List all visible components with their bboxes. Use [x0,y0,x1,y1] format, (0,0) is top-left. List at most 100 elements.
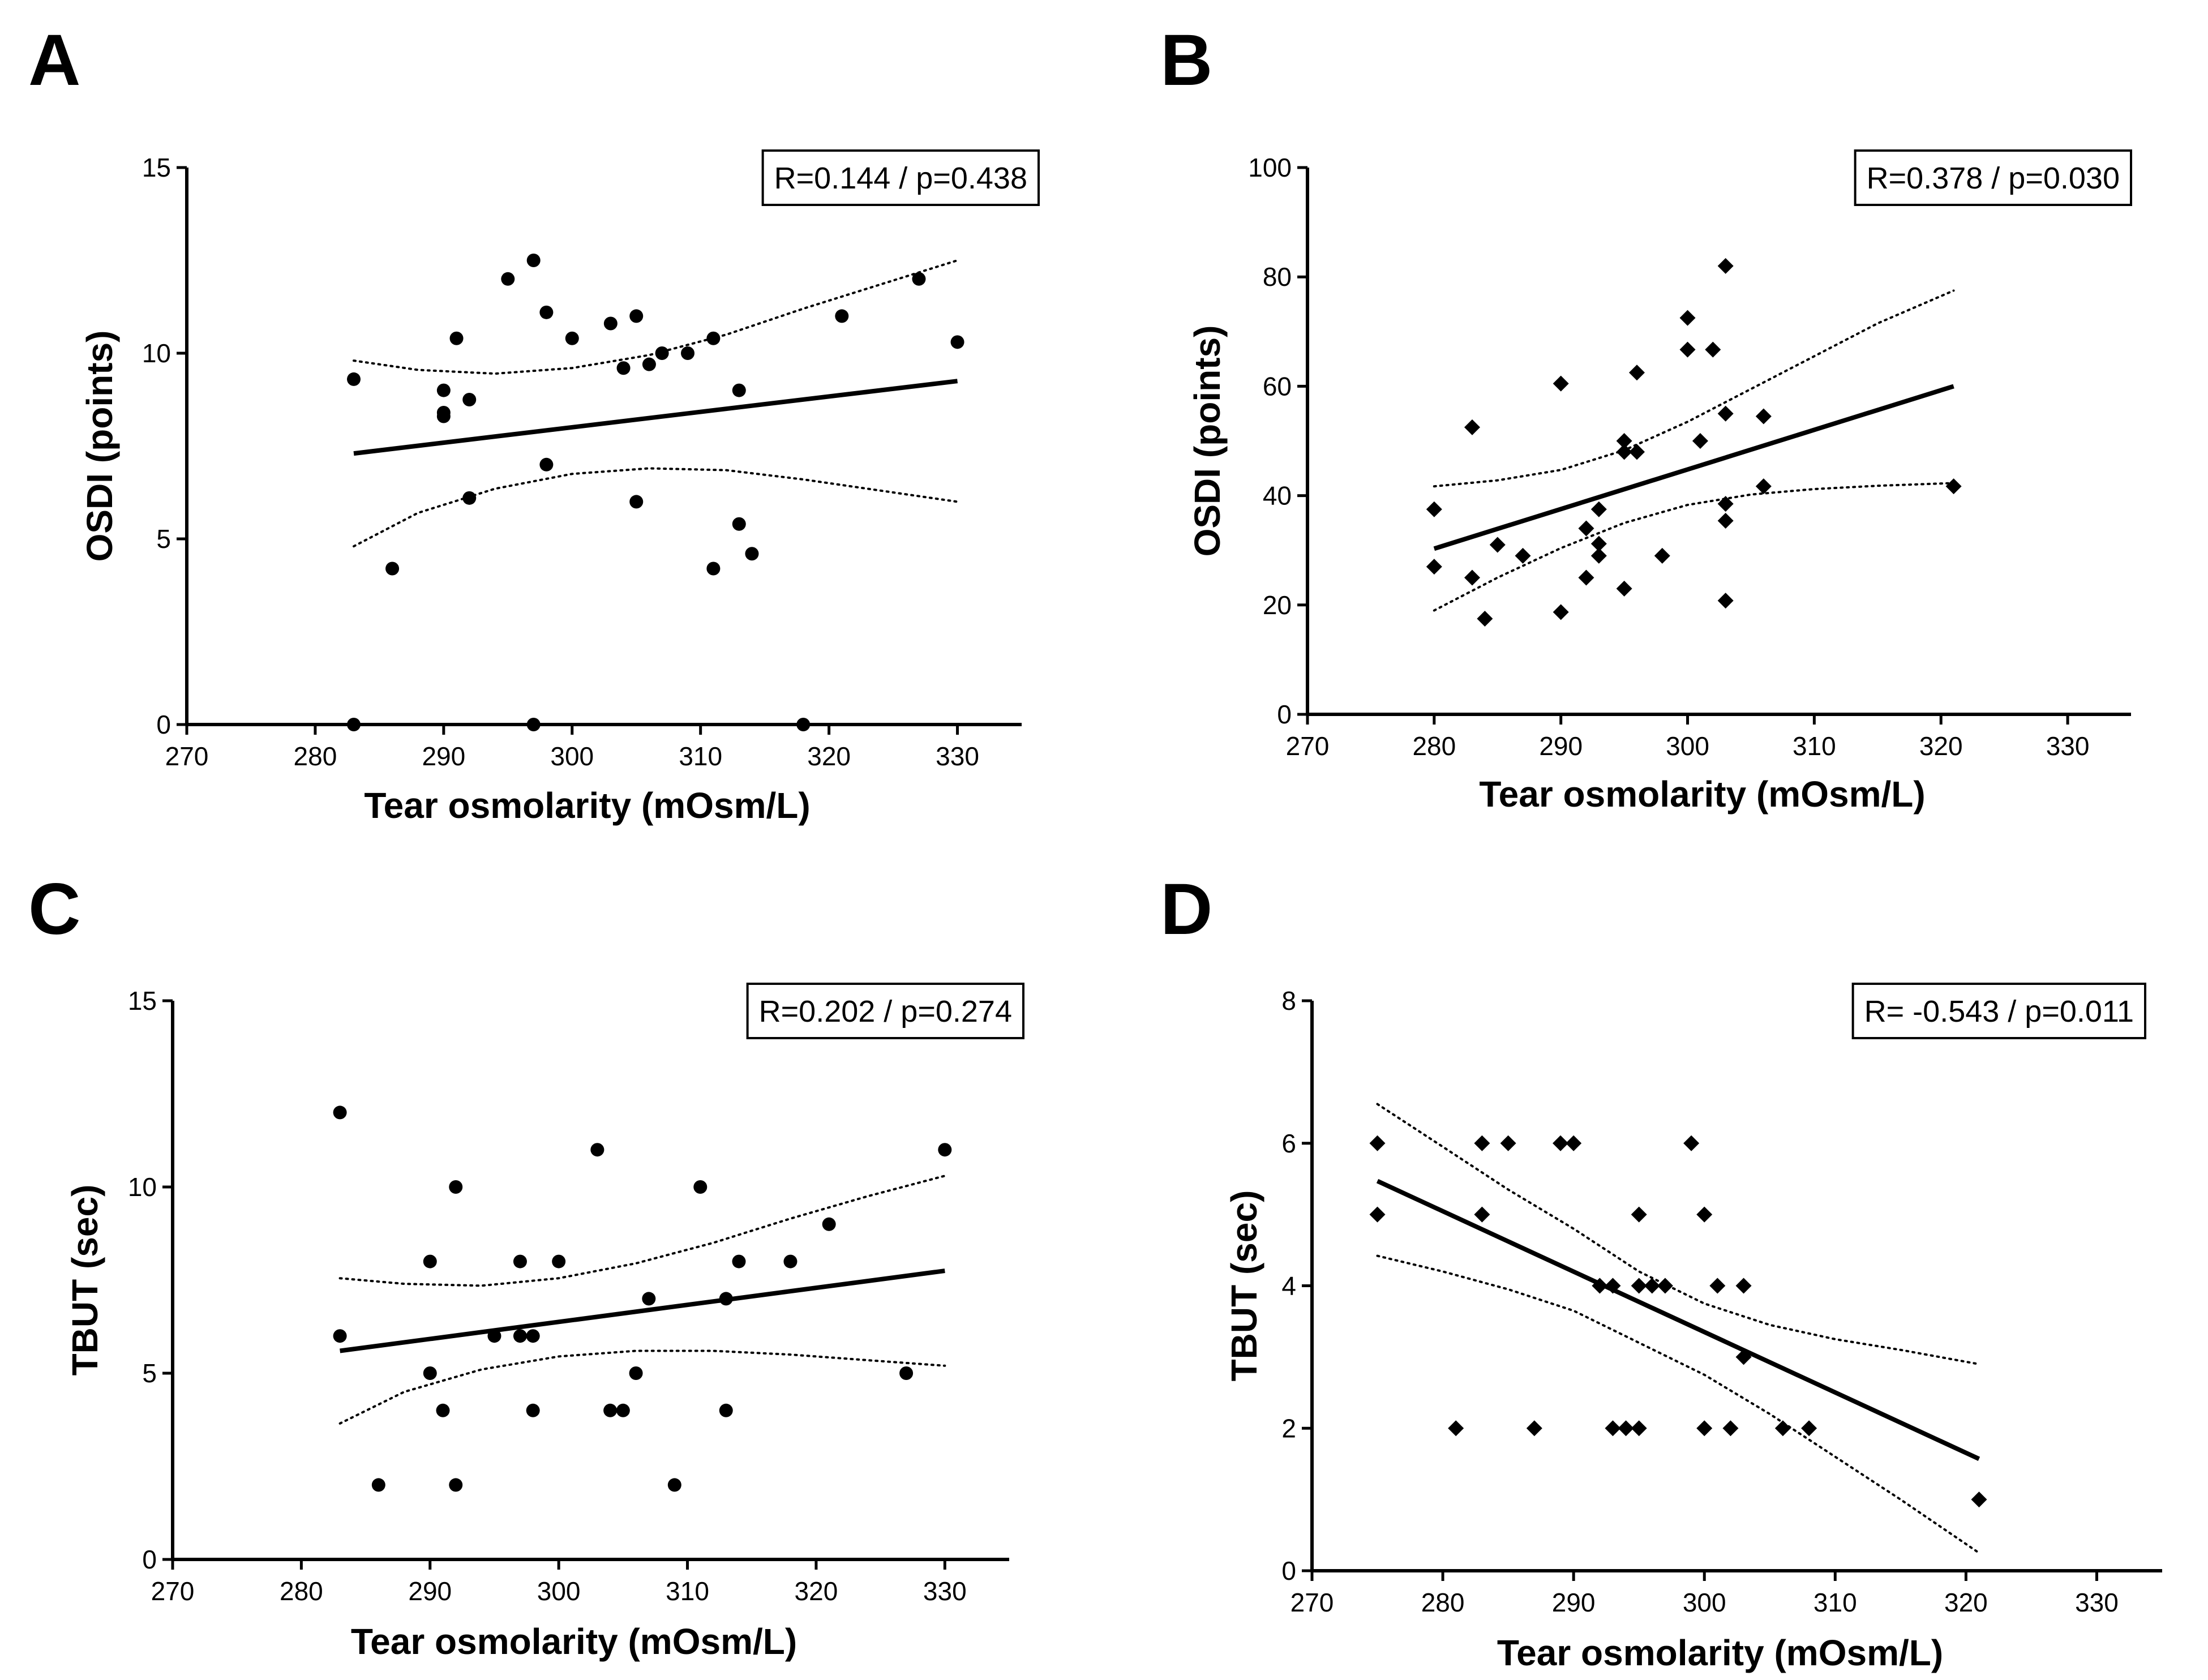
data-point [1464,569,1480,586]
y-tick-label: 80 [1263,262,1292,292]
regression-line [1433,384,1954,551]
data-point [1683,1135,1700,1151]
data-point [706,562,721,576]
y-axis-title: TBUT (sec) [65,1185,105,1376]
regression-line [340,1268,945,1353]
data-point [1605,1420,1621,1437]
data-point [371,1478,385,1492]
data-point [1735,1349,1752,1365]
data-point [899,1366,914,1380]
data-point [938,1143,952,1157]
x-tick-label: 320 [1919,731,1963,761]
data-point [423,1366,437,1380]
data-point [732,1254,746,1268]
x-tick-label: 280 [294,742,337,771]
data-point [333,1329,347,1343]
data-point [1774,1420,1791,1437]
data-point [1464,419,1480,435]
data-point [950,335,964,349]
x-axis-title: Tear osmolarity (mOsm/L) [351,1621,797,1662]
data-point [1722,1420,1739,1437]
data-point [1474,1206,1490,1223]
data-point [526,1329,540,1343]
data-point [1477,610,1493,627]
data-point [552,1254,566,1268]
y-tick-label: 0 [1277,700,1292,729]
data-point [1717,513,1734,529]
data-point [449,331,464,345]
data-point [565,331,579,345]
panel-b: B 270 280 290 300 310 320 330 0 20 40 60 80 100 Tear o… [1160,20,2132,815]
y-tick-label: 5 [156,524,171,554]
data-point [1553,1135,1569,1151]
data-point [667,1478,681,1492]
data-point [1735,1278,1752,1294]
data-point [1801,1420,1817,1437]
data-point [1474,1135,1490,1151]
ci-lower-line [338,1349,946,1425]
data-point [1945,478,1962,495]
data-point [603,316,618,331]
panel-letter: B [1160,20,1212,101]
data-point [655,346,669,360]
data-point [1631,1420,1647,1437]
data-point [629,495,644,509]
x-tick-label: 280 [1421,1588,1465,1617]
data-point [1696,1420,1713,1437]
data-point [912,272,926,286]
data-point [1717,496,1734,512]
data-point [1657,1278,1673,1294]
panel-a: A 270 280 290 300 310 320 330 0 5 10 15 Tear osmolar… [28,20,1040,826]
data-point [1644,1278,1660,1294]
y-axis-title: OSDI (points) [79,331,120,562]
data-point [693,1180,708,1194]
y-tick-label: 2 [1281,1413,1296,1443]
data-point [1590,547,1607,564]
data-point [1369,1135,1386,1151]
regression-line [353,379,958,456]
panel-letter: C [28,869,80,950]
data-point [1616,580,1632,597]
data-point [1578,569,1594,586]
panel-letter: D [1160,869,1212,950]
data-point [1717,593,1734,609]
x-tick-label: 300 [550,742,594,771]
data-point [732,517,746,531]
data-point [590,1143,604,1157]
data-point [487,1329,501,1343]
ci-upper-line [353,259,959,375]
x-tick-label: 290 [408,1576,452,1606]
ci-lower-line [1433,482,1955,612]
data-point [347,372,361,386]
data-point [526,718,541,731]
data-point [1500,1135,1516,1151]
data-point [449,1478,463,1492]
data-point [1489,537,1506,553]
data-point [1605,1278,1621,1294]
data-point [603,1403,618,1417]
data-point [1629,444,1645,460]
y-axis-title: OSDI (points) [1187,325,1228,557]
y-tick-label: 0 [1281,1556,1296,1585]
data-point [385,562,400,576]
data-point [526,1403,540,1417]
x-tick-label: 320 [795,1576,838,1606]
data-point [1616,433,1632,449]
y-tick-label: 60 [1263,371,1292,401]
data-point [1679,341,1696,358]
data-point [719,1403,733,1417]
data-point [1526,1420,1542,1437]
data-point [462,491,477,505]
ci-lower-line [1376,1254,1980,1554]
stat-box [1851,983,2146,1039]
data-point [1426,501,1442,517]
data-point [526,254,541,267]
y-tick-label: 0 [156,710,171,739]
data-point [1631,1278,1647,1294]
x-tick-label: 320 [1944,1588,1988,1617]
data-point [681,346,694,360]
x-tick-label: 310 [1813,1588,1857,1617]
data-point [501,272,515,286]
y-tick-label: 100 [1248,153,1292,182]
stat-text: R=0.378 / p=0.030 [1867,161,2120,195]
